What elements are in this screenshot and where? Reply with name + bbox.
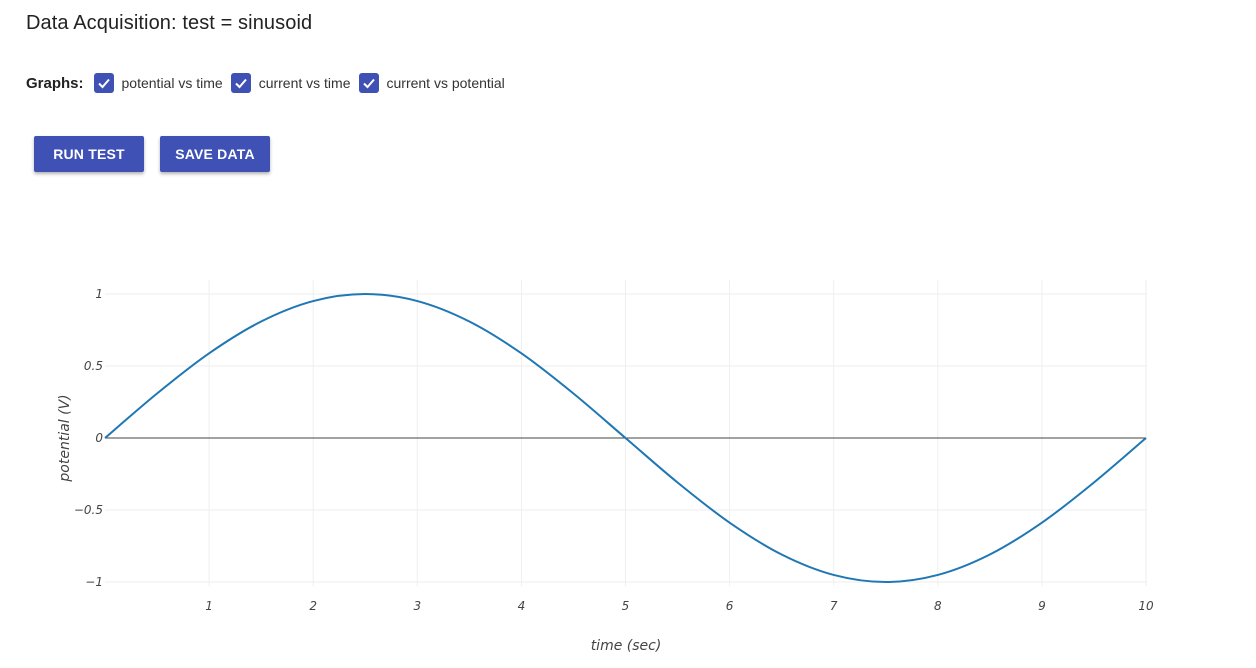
x-tick-label: 2 <box>309 599 317 613</box>
x-tick-label: 8 <box>934 599 942 613</box>
checkbox-label: current vs potential <box>386 75 505 91</box>
x-tick-label: 9 <box>1038 599 1046 613</box>
checkbox-label: current vs time <box>258 75 351 91</box>
graphs-label: Graphs: <box>26 74 84 92</box>
x-tick-label: 1 <box>205 599 213 613</box>
x-axis-label: time (sec) <box>591 638 662 654</box>
chart-svg[interactable]: 1 2 3 4 5 6 7 8 9 10 1 0.5 0 −0.5 −1 time (sec) poten… <box>0 260 1256 663</box>
page-title: Data Acquisition: test = sinusoid <box>26 12 313 34</box>
chart-series <box>104 292 1147 584</box>
action-buttons: RUN TEST SAVE DATA <box>34 136 286 172</box>
chart-grid <box>105 280 1147 586</box>
y-tick-label: 0.5 <box>84 359 103 373</box>
x-tick-label: 10 <box>1138 599 1154 613</box>
checkbox-checked-icon[interactable] <box>358 73 379 93</box>
x-tick-label: 6 <box>726 599 734 613</box>
checkbox-potential-vs-time[interactable]: potential vs time <box>93 73 223 93</box>
y-tick-label: 1 <box>95 287 103 301</box>
y-axis-label: potential (V) <box>57 394 73 482</box>
y-axis-ticks: 1 0.5 0 −0.5 −1 <box>74 287 104 589</box>
y-tick-label: −0.5 <box>74 503 103 517</box>
potential-vs-time-chart[interactable]: 1 2 3 4 5 6 7 8 9 10 1 0.5 0 −0.5 −1 time (sec) poten… <box>0 260 1256 663</box>
checkbox-current-vs-time[interactable]: current vs time <box>230 73 351 93</box>
x-tick-label: 7 <box>830 599 838 613</box>
x-tick-label: 5 <box>622 599 630 613</box>
x-tick-label: 4 <box>518 599 526 613</box>
run-test-button[interactable]: RUN TEST <box>34 136 144 172</box>
series-line <box>104 292 1147 584</box>
y-tick-label: −1 <box>85 575 103 589</box>
y-tick-label: 0 <box>95 431 103 445</box>
checkbox-checked-icon[interactable] <box>230 73 251 93</box>
checkbox-label: potential vs time <box>121 75 223 91</box>
x-axis-ticks: 1 2 3 4 5 6 7 8 9 10 <box>205 599 1154 613</box>
checkbox-current-vs-potential[interactable]: current vs potential <box>358 73 505 93</box>
graph-selector: Graphs: potential vs time current vs tim… <box>26 72 513 94</box>
x-tick-label: 3 <box>413 599 421 613</box>
checkbox-checked-icon[interactable] <box>93 73 114 93</box>
save-data-button[interactable]: SAVE DATA <box>160 136 270 172</box>
